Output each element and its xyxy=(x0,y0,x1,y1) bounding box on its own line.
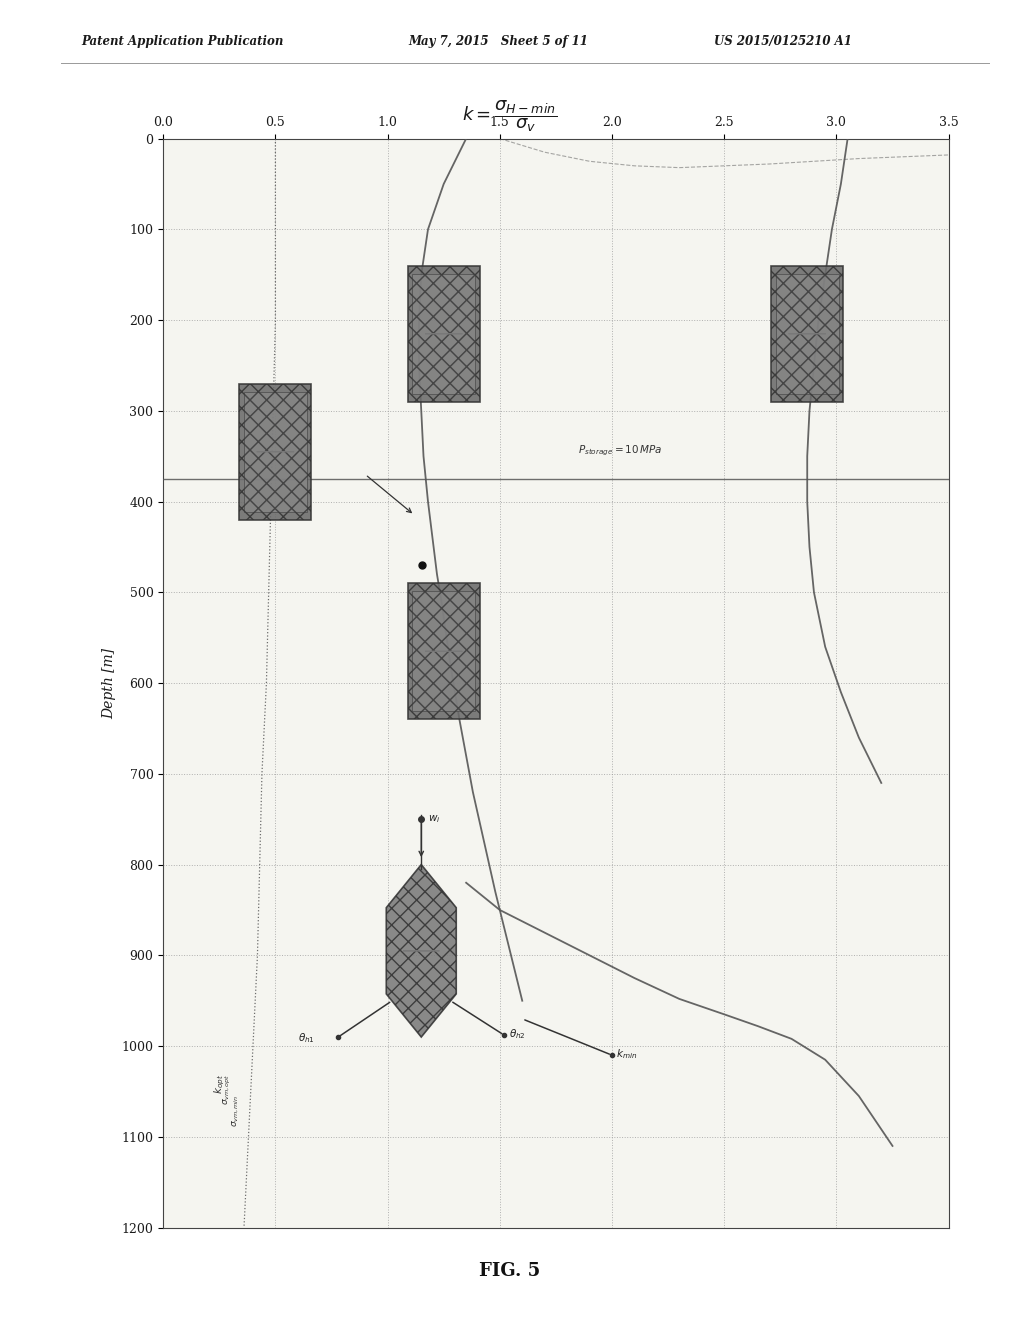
Text: May 7, 2015   Sheet 5 of 11: May 7, 2015 Sheet 5 of 11 xyxy=(408,34,587,48)
Text: Patent Application Publication: Patent Application Publication xyxy=(82,34,283,48)
Bar xyxy=(774,273,838,393)
Bar xyxy=(770,265,843,401)
Bar xyxy=(239,384,311,520)
Bar xyxy=(412,591,475,711)
Text: $\sigma_{vm,opt}$: $\sigma_{vm,opt}$ xyxy=(221,1073,232,1105)
Text: FIG. 5: FIG. 5 xyxy=(479,1262,540,1280)
Text: $k_{opt}$: $k_{opt}$ xyxy=(212,1074,227,1094)
Polygon shape xyxy=(386,865,455,1038)
Text: $\theta_{h1}$: $\theta_{h1}$ xyxy=(298,1031,315,1045)
Bar xyxy=(408,265,479,401)
Text: $k = \dfrac{\sigma_{H-min}}{\sigma_v}$: $k = \dfrac{\sigma_{H-min}}{\sigma_v}$ xyxy=(462,98,557,135)
Text: US 2015/0125210 A1: US 2015/0125210 A1 xyxy=(713,34,851,48)
Text: $k_{min}$: $k_{min}$ xyxy=(615,1047,637,1061)
Text: $\theta_{h2}$: $\theta_{h2}$ xyxy=(508,1027,525,1041)
Bar xyxy=(244,392,307,512)
Text: $\sigma_{vm,min}$: $\sigma_{vm,min}$ xyxy=(230,1094,240,1127)
Y-axis label: Depth [m]: Depth [m] xyxy=(102,648,116,718)
Bar xyxy=(412,273,475,393)
Text: $w_i$: $w_i$ xyxy=(428,813,440,825)
Text: $P_{storage}=10\,MPa$: $P_{storage}=10\,MPa$ xyxy=(578,444,662,458)
Bar xyxy=(408,583,479,719)
